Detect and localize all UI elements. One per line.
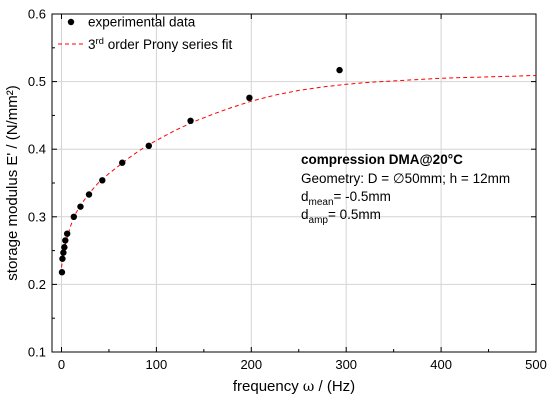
axis-ticks: 0 100 200 300 400 500 0.1 0.2 0.3 0.4 0.5 0.6 — [28, 7, 547, 373]
annotation-geometry: Geometry: D = ∅50mm; h = 12mm — [301, 171, 510, 186]
x-tick-label: 0 — [58, 357, 65, 372]
y-tick-label: 0.1 — [28, 345, 46, 360]
x-tick-label: 300 — [335, 357, 357, 372]
data-point — [61, 244, 68, 251]
experimental-series — [58, 66, 343, 276]
data-point — [99, 177, 106, 184]
legend-marker-experimental — [67, 18, 75, 26]
data-point — [60, 249, 67, 256]
data-point — [77, 203, 84, 210]
x-tick-label: 500 — [525, 357, 547, 372]
legend-label-fit: 3rd order Prony series fit — [88, 36, 233, 52]
legend: experimental data 3rd order Prony series… — [58, 15, 233, 52]
data-point — [70, 213, 78, 220]
x-tick-label: 100 — [146, 357, 168, 372]
data-point — [246, 94, 253, 102]
x-axis-title: frequency ω / (Hz) — [233, 378, 355, 395]
y-axis-title: storage modulus E' / (N/mm²) — [4, 85, 21, 280]
data-point — [119, 159, 126, 166]
y-tick-label: 0.4 — [28, 142, 46, 157]
data-point — [85, 191, 93, 198]
y-tick-label: 0.2 — [28, 277, 46, 292]
data-point — [63, 230, 71, 237]
legend-label-experimental: experimental data — [88, 15, 196, 30]
x-tick-label: 400 — [430, 357, 452, 372]
data-point — [62, 237, 69, 244]
data-point — [58, 269, 66, 276]
x-tick-label: 200 — [240, 357, 262, 372]
y-tick-label: 0.5 — [28, 74, 46, 89]
data-point — [187, 117, 194, 125]
annotation-damp: damp= 0.5mm — [301, 207, 381, 226]
data-point — [336, 66, 343, 74]
y-tick-label: 0.6 — [28, 7, 46, 22]
data-point — [59, 255, 66, 262]
annotation-title: compression DMA@20°C — [301, 152, 463, 167]
annotation-dmean: dmean= -0.5mm — [301, 189, 391, 208]
annotation: compression DMA@20°C Geometry: D = ∅50mm… — [301, 152, 510, 226]
data-point — [145, 142, 152, 150]
y-tick-label: 0.3 — [28, 209, 46, 224]
